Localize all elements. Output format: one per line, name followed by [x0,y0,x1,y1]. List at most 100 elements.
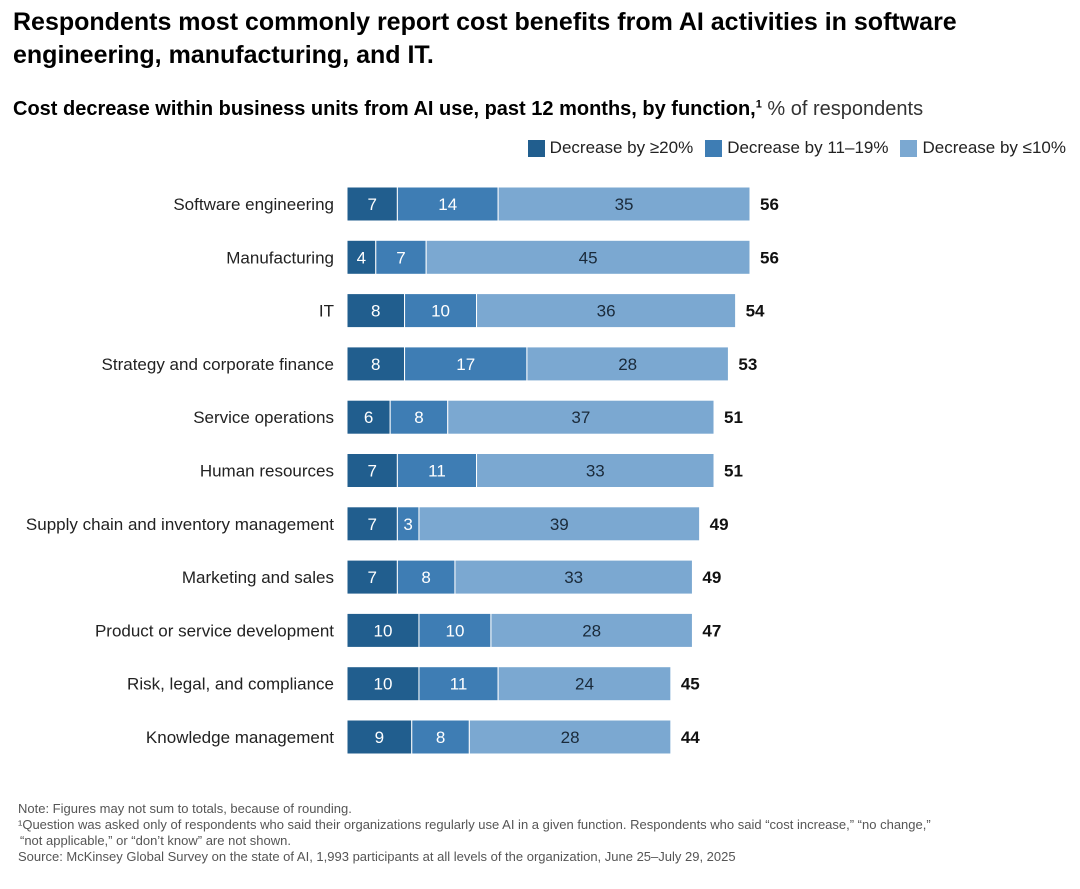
category-label: Human resources [200,462,334,481]
bar-segment [346,346,406,382]
category-label: Supply chain and inventory management [26,515,334,534]
category-label: Product or service development [95,621,334,640]
note-question-cont: “not applicable,” or “don’t know” are no… [20,833,291,848]
category-label: Service operations [193,408,334,427]
bar-segment [346,399,391,435]
segment-label: 8 [371,302,380,321]
bar-segment [411,719,470,755]
chart-title: Respondents most commonly report cost be… [13,8,957,69]
legend-swatch [527,139,545,157]
segment-label: 3 [403,515,412,534]
segment-label: 28 [582,621,601,640]
legend-swatch [900,139,918,157]
bar-segment [447,399,715,435]
total-label: 54 [746,302,765,321]
segment-label: 45 [579,248,598,267]
footnotes: Note: Figures may not sum to totals, bec… [18,801,931,865]
bar-segment [396,559,456,595]
total-label: 56 [760,195,779,214]
bar-segment [346,506,398,542]
segment-label: 28 [561,728,580,747]
segment-label: 6 [364,408,373,427]
bar-segment [476,293,737,329]
bar-segment [346,293,406,329]
bar-segment [418,612,492,648]
bar-segment [468,719,672,755]
bar-segment [418,666,499,702]
segment-label: 11 [428,462,446,481]
legend-label: Decrease by ≥20% [549,138,694,157]
bar-segment [389,399,449,435]
total-label: 49 [702,568,721,587]
note-rounding: Note: Figures may not sum to totals, bec… [18,801,352,816]
segment-label: 10 [374,675,393,694]
legend-label: Decrease by ≤10% [922,138,1066,157]
bar-segment [346,453,398,488]
total-label: 44 [681,728,700,747]
chart-subtitle: Cost decrease within business units from… [13,98,923,121]
segment-label: 24 [575,675,594,694]
bar-segment [346,559,398,595]
segment-label: 7 [367,568,376,587]
bar-segment [490,612,693,648]
total-label: 53 [738,355,757,374]
bar-segment [418,506,701,542]
legend-item-11-19: Decrease by 11–19% [705,138,888,158]
segment-label: 4 [357,248,366,267]
segment-label: 7 [396,248,405,267]
segment-label: 14 [438,195,457,214]
category-label: Strategy and corporate finance [102,355,334,374]
segment-label: 36 [597,302,616,321]
category-label: Manufacturing [226,248,334,267]
total-label: 51 [724,462,743,481]
segment-label: 7 [367,515,376,534]
segment-label: 39 [550,515,569,534]
total-label: 47 [702,621,721,640]
total-label: 56 [760,248,779,267]
segment-label: 33 [586,462,605,481]
segment-label: 35 [615,195,634,214]
bar-segment [346,666,420,702]
subtitle-unit: % of respondents [761,98,924,120]
segment-label: 10 [431,302,450,321]
segment-label: 10 [445,621,464,640]
bar-segment [454,559,693,595]
bar-segment [404,346,528,382]
total-label: 49 [710,515,729,534]
segment-label: 9 [375,728,384,747]
segment-label: 17 [456,355,475,374]
bar-segment [404,293,478,329]
segment-label: 8 [371,355,380,374]
bar-segment [526,346,729,382]
bar-segment [396,186,499,222]
subtitle-text: Cost decrease within business units from… [13,98,756,120]
legend-item-ge20: Decrease by ≥20% [527,138,694,158]
bar-segment [476,453,715,488]
category-label: Marketing and sales [182,568,334,587]
bar-segment [346,612,420,648]
note-source: Source: McKinsey Global Survey on the st… [18,849,736,864]
segment-label: 7 [367,195,376,214]
note-question: ¹Question was asked only of respondents … [18,817,931,832]
segment-label: 10 [374,621,393,640]
segment-label: 8 [436,728,445,747]
bar-chart: Software engineering 7 14 35 56 Manufacturing… [26,186,779,755]
segment-label: 33 [564,568,583,587]
legend: Decrease by ≥20% Decrease by 11–19% Decr… [527,138,1066,158]
legend-label: Decrease by 11–19% [727,138,889,157]
segment-label: 7 [367,462,376,481]
footnote-marker: 1 [755,98,762,111]
segment-label: 37 [571,408,590,427]
category-label: Software engineering [173,195,334,214]
bar-segment [375,239,427,275]
category-label: IT [319,302,334,321]
segment-label: 28 [618,355,637,374]
legend-swatch [705,139,723,157]
total-label: 45 [681,675,700,694]
bar-segment [346,719,413,755]
category-label: Knowledge management [146,728,334,747]
legend-item-le10: Decrease by ≤10% [900,138,1066,158]
bar-segment [396,453,478,488]
segment-label: 11 [450,675,468,694]
segment-label: 8 [414,408,423,427]
